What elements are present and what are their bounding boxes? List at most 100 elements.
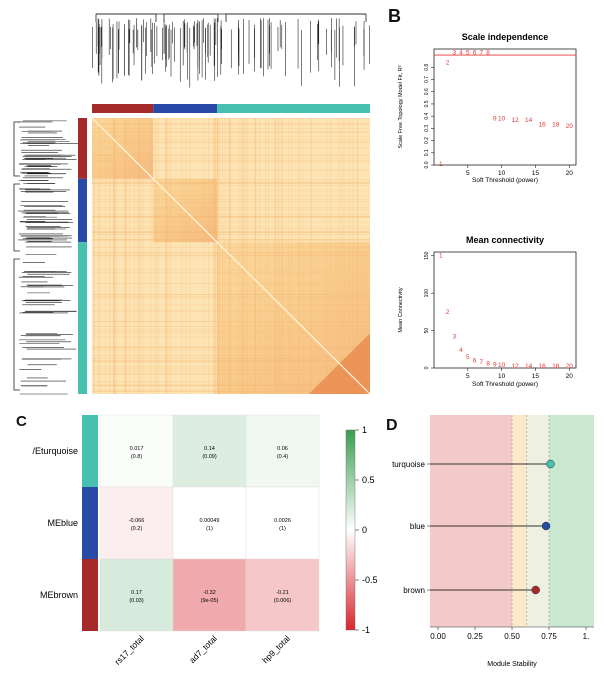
row-color-brown [82,559,98,631]
module-trait-column-labels: rs17_total ad7_total hp9_total [112,633,292,667]
colorbar-tick-label: -0.5 [362,575,378,585]
x-tick-label: 10 [498,373,506,380]
y-tick-label: 0.2 [424,137,430,144]
stability-category-labels: turquoise blue brown [392,460,430,595]
cell-p-MEblue-hp9_total: (1) [279,526,286,532]
cell-p-MEturquoise-hp9_total: (0.4) [277,454,288,460]
x-tick-label: 0.75 [541,632,557,641]
zone-good [526,415,549,627]
zone-low [430,415,512,627]
stability-x-axis: 0.00 0.25 0.50 0.75 1. [430,626,594,641]
row-color-blue [82,487,98,559]
stability-xlabel: Module Stability [487,661,537,668]
row-label-MEturquoise: /Eturquoise [32,446,78,456]
cell-MEblue-hp9_total [245,486,320,560]
colorbar-tick-label: 0.5 [362,475,375,485]
scale-independence-frame [433,48,577,166]
cell-r-MEturquoise-rs17_total: 0.017 [130,446,144,452]
panel-letter-b: B [388,6,401,26]
scale-independence-plot: Scale independence 5 10 15 200.00.10.20.30.… [398,32,577,184]
cell-MEbrown-hp9_total [245,558,320,632]
module-trait-row-labels: /Eturquoise MEblue MEbrown [32,446,78,600]
power-point-12: 12 [512,117,520,124]
x-tick-label: 1. [583,632,590,641]
y-tick-label: 150 [424,251,430,260]
power-point-2: 2 [446,59,450,66]
cell-p-MEbrown-rs17_total: (0.03) [129,598,144,604]
left-dendro-branch [13,121,20,177]
left-dendro-branch [13,183,20,252]
colorbar-tick-label: 1 [362,425,367,435]
module-trait-cells: 0.017 (0.8) 0.14 (0.09) 0.06 (0.4) -0.066 (0.2)… [99,414,320,632]
y-tick-label: 0.3 [424,125,430,132]
power-point-9: 9 [493,116,497,123]
y-tick-label: 0.1 [424,149,430,156]
top-module-bar-brown [92,104,154,113]
stability-zones [430,415,594,627]
top-module-bar-blue [153,104,218,113]
stability-lollipops [430,459,555,595]
power-point-16: 16 [539,122,547,129]
x-tick-label: 5 [466,170,470,177]
cell-MEturquoise-ad7_total [172,414,247,488]
top-dendro-branch [95,13,157,22]
power-point-20: 20 [566,123,574,130]
column-label-ad7_total: ad7_total [187,633,219,665]
power-point-7: 7 [480,359,484,366]
y-tick-label: 0.8 [424,64,430,71]
cell-r-MEbrown-hp9_total: -0.21 [276,590,289,596]
cell-p-MEturquoise-ad7_total: (0.09) [202,454,217,460]
x-tick-label: 0.25 [467,632,483,641]
y-tick-label: 0.5 [424,100,430,107]
top-dendrogram [92,13,370,88]
category-label-blue: blue [410,522,426,531]
y-tick-label: 0 [424,366,430,369]
cell-p-MEbrown-ad7_total: (9e-05) [201,598,219,604]
cell-r-MEbrown-ad7_total: -0.32 [203,590,216,596]
row-label-MEblue: MEblue [47,518,78,528]
top-module-bar-turquoise [217,104,370,113]
power-point-9: 9 [493,361,497,368]
mean-connectivity-xlabel: Soft Threshold (power) [472,381,538,388]
category-label-turquoise: turquoise [392,460,425,469]
cell-p-MEblue-ad7_total: (1) [206,526,213,532]
cell-r-MEblue-rs17_total: -0.066 [129,518,145,524]
scale-independence-ylabel: Scale Free Topology Model Fit, R² [398,65,404,148]
y-tick-label: 0.7 [424,76,430,83]
left-module-bar-turquoise [78,242,87,394]
top-dendro-branch [163,13,219,22]
power-point-5: 5 [466,354,470,361]
mean-connectivity-frame [433,251,577,369]
power-point-6: 6 [473,50,477,57]
cell-p-MEturquoise-rs17_total: (0.8) [131,454,142,460]
cell-MEblue-ad7_total [172,486,247,560]
x-tick-label: 0.00 [430,632,446,641]
x-tick-label: 20 [566,373,574,380]
power-point-10: 10 [498,362,506,369]
power-point-8: 8 [486,50,490,57]
x-tick-label: 15 [532,373,540,380]
y-tick-label: 50 [424,328,430,334]
cell-r-MEblue-hp9_total: 0.0026 [274,518,291,524]
point-blue [541,521,551,531]
scale-independence-ticks: 5 10 15 20 0.0 0.1 0.2 0.3 0.4 0.5 0.6 0.7 0.8 [424,64,573,177]
power-point-4: 4 [459,347,463,354]
correlation-colorbar [345,429,356,631]
y-tick-label: 0.4 [424,112,430,119]
power-point-10: 10 [498,116,506,123]
heatmap-diagonal [91,117,371,395]
tom-heatmap-panel [13,13,371,395]
power-point-3: 3 [452,50,456,57]
power-point-12: 12 [512,363,520,370]
point-brown [531,585,540,595]
power-point-14: 14 [525,117,533,124]
cell-r-MEturquoise-ad7_total: 0.14 [204,446,215,452]
cell-p-MEblue-rs17_total: (0.2) [131,526,142,532]
power-point-2: 2 [446,309,450,316]
x-tick-label: 20 [566,170,574,177]
colorbar-tick-label: -1 [362,625,370,635]
